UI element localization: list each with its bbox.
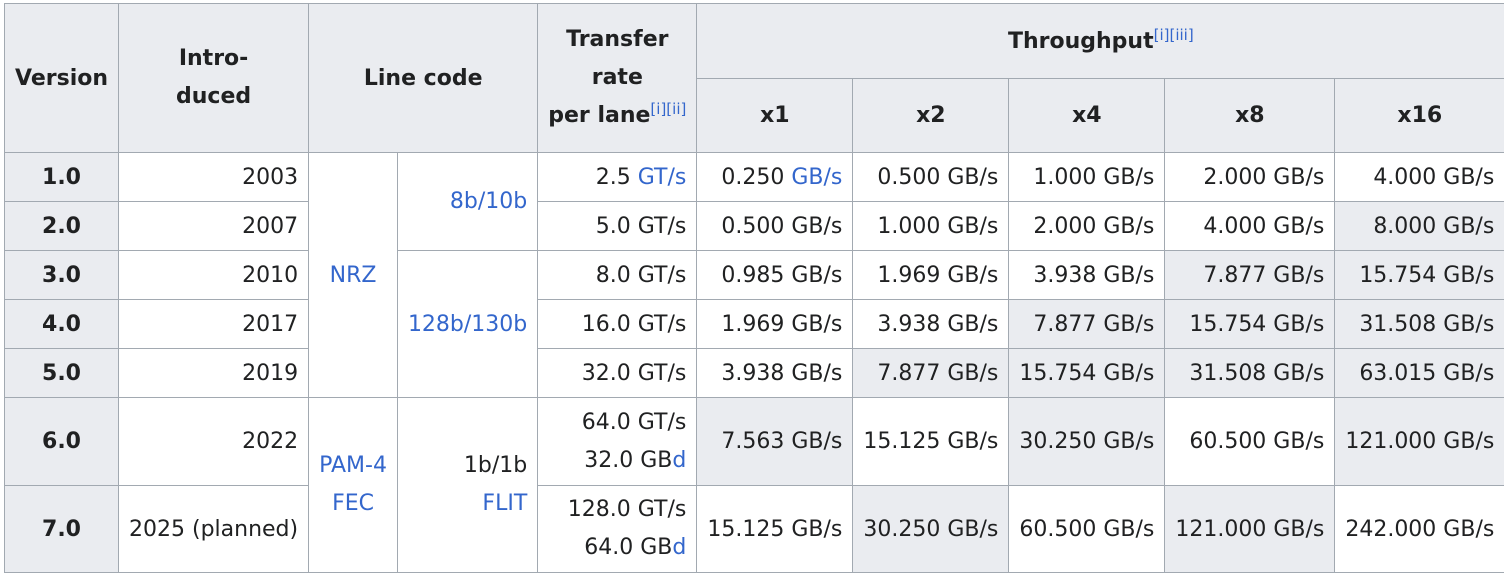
throughput-cell: 121.000 GB/s <box>1164 485 1336 573</box>
year-cell: 2019 <box>118 348 310 398</box>
rate-cell: 128.0 GT/s 64.0 GBd <box>537 485 698 573</box>
rate-cell: 5.0 GT/s <box>537 201 698 251</box>
throughput-cell: 1.969 GB/s <box>852 250 1010 300</box>
header-transfer-rate: Transfer rate per lane[i][ii] <box>537 3 698 153</box>
throughput-cell: 0.985 GB/s <box>696 250 854 300</box>
pcie-throughput-table: Version Intro-duced Line code Transfer ra… <box>3 3 1504 573</box>
rate-cell: 64.0 GT/s 32.0 GBd <box>537 397 698 486</box>
throughput-cell: 15.125 GB/s <box>852 397 1010 486</box>
year-cell: 2025 (planned) <box>118 485 310 573</box>
throughput-cell: 4.000 GB/s <box>1164 201 1336 251</box>
version-cell: 7.0 <box>3 485 120 573</box>
version-cell: 4.0 <box>3 299 120 349</box>
line-code-1b1b-flit: 1b/1b FLIT <box>396 397 539 573</box>
throughput-cell: 30.250 GB/s <box>852 485 1010 573</box>
throughput-cell: 31.508 GB/s <box>1334 299 1504 349</box>
throughput-cell: 7.563 GB/s <box>696 397 854 486</box>
throughput-cell: 3.938 GB/s <box>852 299 1010 349</box>
throughput-cell: 15.754 GB/s <box>1164 299 1336 349</box>
throughput-cell: 63.015 GB/s <box>1334 348 1504 398</box>
year-cell: 2007 <box>118 201 310 251</box>
year-cell: 2017 <box>118 299 310 349</box>
throughput-cell: 15.125 GB/s <box>696 485 854 573</box>
rate-cell: 32.0 GT/s <box>537 348 698 398</box>
header-version: Version <box>3 3 120 153</box>
fec-link[interactable]: FEC <box>332 491 374 516</box>
pam4-link[interactable]: PAM-4 <box>319 453 387 478</box>
throughput-cell: 15.754 GB/s <box>1008 348 1166 398</box>
header-introduced: Intro-duced <box>118 3 310 153</box>
throughput-cell: 3.938 GB/s <box>696 348 854 398</box>
header-lane-x2: x2 <box>852 78 1010 153</box>
rate-cell: 16.0 GT/s <box>537 299 698 349</box>
line-code-pam4-fec: PAM-4 FEC <box>308 397 398 573</box>
version-cell: 1.0 <box>3 152 120 202</box>
throughput-cell: 7.877 GB/s <box>1164 250 1336 300</box>
line-code-128b130b: 128b/130b <box>396 250 539 398</box>
year-cell: 2010 <box>118 250 310 300</box>
throughput-cell: 60.500 GB/s <box>1008 485 1166 573</box>
flit-link[interactable]: FLIT <box>482 491 528 516</box>
throughput-cell: 1.000 GB/s <box>1008 152 1166 202</box>
footnote-link[interactable]: [i][iii] <box>1153 25 1194 44</box>
header-lane-x8: x8 <box>1164 78 1336 153</box>
baud-link[interactable]: d <box>672 535 687 560</box>
throughput-cell: 121.000 GB/s <box>1334 397 1504 486</box>
throughput-cell: 0.500 GB/s <box>696 201 854 251</box>
throughput-cell: 4.000 GB/s <box>1334 152 1504 202</box>
nrz-link[interactable]: NRZ <box>329 262 377 288</box>
throughput-cell: 0.250 GB/s <box>696 152 854 202</box>
baud-link[interactable]: d <box>672 447 687 473</box>
throughput-cell: 3.938 GB/s <box>1008 250 1166 300</box>
footnote-link[interactable]: [i][ii] <box>650 100 687 118</box>
header-lane-x4: x4 <box>1008 78 1166 153</box>
version-cell: 5.0 <box>3 348 120 398</box>
version-cell: 3.0 <box>3 250 120 300</box>
year-cell: 2003 <box>118 152 310 202</box>
throughput-cell: 1.000 GB/s <box>852 201 1010 251</box>
throughput-cell: 2.000 GB/s <box>1164 152 1336 202</box>
throughput-cell: 242.000 GB/s <box>1334 485 1504 573</box>
throughput-cell: 2.000 GB/s <box>1008 201 1166 251</box>
throughput-cell: 30.250 GB/s <box>1008 397 1166 486</box>
header-lane-x1: x1 <box>696 78 854 153</box>
128b130b-link[interactable]: 128b/130b <box>407 311 528 337</box>
rate-cell: 2.5 GT/s <box>537 152 698 202</box>
8b10b-link[interactable]: 8b/10b <box>449 189 528 214</box>
rate-cell: 8.0 GT/s <box>537 250 698 300</box>
version-cell: 2.0 <box>3 201 120 251</box>
throughput-cell: 1.969 GB/s <box>696 299 854 349</box>
throughput-cell: 15.754 GB/s <box>1334 250 1504 300</box>
throughput-cell: 7.877 GB/s <box>1008 299 1166 349</box>
throughput-cell: 8.000 GB/s <box>1334 201 1504 251</box>
header-lane-x16: x16 <box>1334 78 1504 153</box>
throughput-cell: 60.500 GB/s <box>1164 397 1336 486</box>
year-cell: 2022 <box>118 397 310 486</box>
throughput-cell: 7.877 GB/s <box>852 348 1010 398</box>
line-code-8b10b: 8b/10b <box>396 152 539 251</box>
line-code-nrz: NRZ <box>308 152 398 398</box>
throughput-cell: 31.508 GB/s <box>1164 348 1336 398</box>
gts-link[interactable]: GT/s <box>637 164 687 190</box>
gbs-link[interactable]: GB/s <box>791 164 843 190</box>
version-cell: 6.0 <box>3 397 120 486</box>
header-line-code: Line code <box>308 3 539 153</box>
header-throughput: Throughput[i][iii] <box>696 3 1504 79</box>
throughput-cell: 0.500 GB/s <box>852 152 1010 202</box>
